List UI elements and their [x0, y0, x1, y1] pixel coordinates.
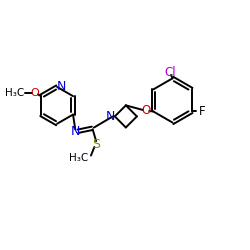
- Text: H₃C: H₃C: [68, 152, 88, 162]
- Text: O: O: [30, 88, 39, 98]
- Text: N: N: [71, 125, 80, 138]
- Text: F: F: [198, 105, 205, 118]
- Text: O: O: [141, 104, 150, 117]
- Text: S: S: [92, 138, 100, 150]
- Text: H₃C: H₃C: [6, 88, 25, 98]
- Text: Cl: Cl: [164, 66, 176, 79]
- Text: N: N: [57, 80, 66, 94]
- Text: N: N: [106, 110, 116, 123]
